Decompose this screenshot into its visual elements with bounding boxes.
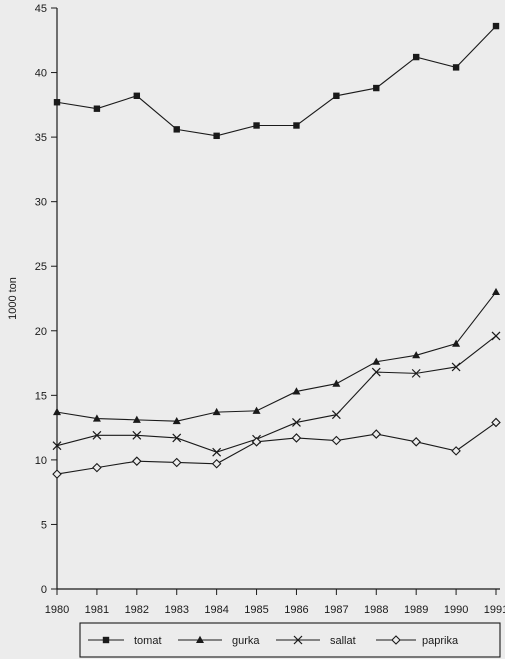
data-point-paprika [291, 433, 302, 443]
series-sallat [52, 331, 501, 457]
data-point-gurka [372, 357, 381, 365]
series-tomat [53, 22, 500, 140]
y-axis-title: 1000 ton [7, 277, 19, 320]
data-point-sallat [212, 447, 222, 457]
data-point-gurka [252, 406, 261, 414]
y-tick-label: 40 [35, 68, 47, 80]
legend-item-tomat: tomat [88, 635, 162, 647]
x-tick-label: 1983 [164, 604, 188, 616]
data-point-gurka [292, 387, 301, 395]
data-point-tomat [452, 64, 460, 71]
data-point-paprika [92, 462, 102, 473]
series-line-gurka [56, 291, 497, 422]
y-tick-label: 30 [35, 197, 47, 209]
legend-box [79, 622, 501, 658]
x-tick-label: 1980 [45, 604, 69, 616]
data-point-gurka [412, 351, 421, 359]
legend-label: paprika [422, 635, 459, 647]
data-point-tomat [213, 132, 220, 140]
y-tick-label: 5 [41, 519, 47, 531]
data-point-sallat [371, 367, 381, 377]
data-point-sallat [491, 331, 501, 341]
data-point-paprika [132, 456, 142, 466]
data-point-sallat [132, 430, 142, 440]
legend-label: sallat [330, 635, 356, 647]
y-axis-ticks: 0 5 10 15 20 25 30 35 40 45 [35, 3, 57, 596]
legend-item-gurka: gurka [178, 635, 260, 647]
data-point-tomat [253, 122, 260, 129]
data-point-gurka [212, 407, 221, 416]
data-point-tomat [93, 105, 101, 112]
x-tick-label: 1981 [85, 604, 109, 616]
data-point-sallat [292, 418, 301, 427]
legend: tomat gurka sallat paprika [79, 622, 501, 658]
data-point-tomat [492, 22, 500, 30]
x-tick-label: 1987 [324, 604, 348, 616]
data-point-paprika [411, 437, 421, 447]
data-point-tomat [173, 126, 180, 133]
data-point-sallat [331, 410, 341, 420]
data-point-tomat [373, 84, 380, 92]
data-point-gurka [332, 379, 341, 387]
data-point-tomat [412, 53, 420, 61]
series-line-sallat [56, 335, 497, 453]
data-point-gurka [172, 416, 181, 425]
data-point-tomat [333, 92, 340, 99]
data-point-paprika [52, 469, 62, 479]
legend-marker-triangle [196, 635, 204, 643]
data-point-tomat [53, 99, 61, 106]
data-point-paprika [251, 437, 262, 447]
data-point-sallat [92, 430, 102, 440]
data-point-sallat [451, 362, 461, 372]
x-tick-label: 1984 [204, 604, 228, 616]
legend-item-paprika: paprika [376, 635, 459, 647]
y-tick-label: 0 [41, 584, 47, 596]
data-point-sallat [411, 368, 421, 378]
series-gurka [53, 287, 500, 425]
y-tick-label: 10 [35, 455, 47, 467]
data-point-paprika [371, 429, 382, 439]
y-tick-label: 35 [35, 132, 47, 144]
series-group [52, 22, 501, 479]
data-point-paprika [171, 457, 182, 468]
x-tick-label: 1990 [444, 604, 468, 616]
data-point-paprika [211, 458, 222, 469]
series-paprika [52, 417, 501, 479]
x-tick-label: 1989 [404, 604, 428, 616]
legend-label: gurka [232, 635, 260, 647]
data-point-gurka [492, 287, 500, 296]
data-point-gurka [132, 415, 141, 423]
data-point-sallat [172, 433, 182, 443]
axes [56, 8, 500, 590]
x-tick-label: 1985 [244, 604, 268, 616]
data-point-gurka [92, 414, 101, 422]
legend-marker-square [102, 636, 110, 644]
y-tick-label: 45 [35, 3, 47, 15]
series-line-paprika [56, 421, 497, 475]
data-point-paprika [331, 435, 342, 446]
data-point-tomat [133, 92, 141, 99]
legend-marker-x [293, 635, 303, 645]
x-axis-ticks: 1980 1981 1982 1983 1984 1985 1986 1987 1988 1989… [45, 589, 505, 616]
data-point-tomat [293, 122, 300, 129]
legend-label: tomat [134, 635, 162, 647]
y-tick-label: 15 [35, 390, 47, 402]
legend-item-sallat: sallat [276, 635, 356, 647]
data-point-gurka [53, 407, 61, 416]
legend-marker-diamond [391, 635, 401, 645]
y-tick-label: 25 [35, 261, 47, 273]
data-point-paprika [451, 446, 461, 456]
x-tick-label: 1986 [284, 604, 308, 616]
data-point-sallat [52, 441, 62, 451]
x-tick-label: 1982 [125, 604, 149, 616]
data-point-paprika [491, 417, 501, 428]
y-tick-label: 20 [35, 326, 47, 338]
series-line-tomat [56, 25, 497, 137]
data-point-gurka [452, 339, 461, 347]
x-tick-label: 1988 [364, 604, 388, 616]
